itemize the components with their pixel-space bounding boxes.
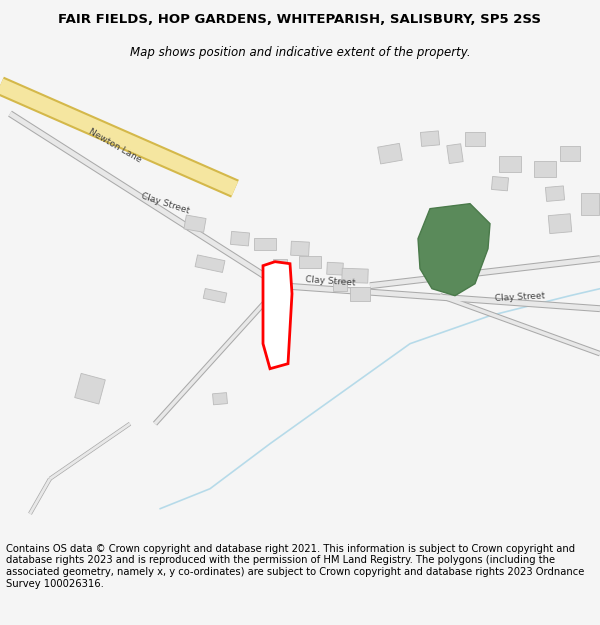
Polygon shape	[74, 373, 106, 404]
Polygon shape	[581, 192, 599, 214]
Polygon shape	[290, 241, 310, 256]
Polygon shape	[273, 259, 287, 269]
Text: Clay Street: Clay Street	[140, 192, 190, 216]
Polygon shape	[421, 131, 440, 146]
Polygon shape	[545, 186, 565, 201]
Text: Newton Lane: Newton Lane	[87, 127, 143, 164]
Polygon shape	[212, 392, 227, 405]
Polygon shape	[447, 144, 463, 164]
Polygon shape	[499, 156, 521, 172]
Polygon shape	[333, 281, 347, 291]
Polygon shape	[350, 287, 370, 301]
Polygon shape	[342, 268, 368, 283]
Polygon shape	[254, 238, 276, 249]
Polygon shape	[299, 256, 321, 268]
Text: Clay Street: Clay Street	[494, 292, 545, 304]
Polygon shape	[195, 255, 225, 272]
Polygon shape	[326, 262, 343, 275]
Polygon shape	[263, 262, 292, 369]
Polygon shape	[203, 289, 227, 303]
Polygon shape	[560, 146, 580, 161]
Text: FAIR FIELDS, HOP GARDENS, WHITEPARISH, SALISBURY, SP5 2SS: FAIR FIELDS, HOP GARDENS, WHITEPARISH, S…	[59, 13, 542, 26]
Polygon shape	[491, 176, 509, 191]
Polygon shape	[548, 214, 572, 234]
Polygon shape	[418, 204, 490, 296]
Polygon shape	[377, 143, 403, 164]
Text: Clay Street: Clay Street	[305, 276, 355, 288]
Text: Contains OS data © Crown copyright and database right 2021. This information is : Contains OS data © Crown copyright and d…	[6, 544, 584, 589]
Polygon shape	[230, 231, 250, 246]
Text: Map shows position and indicative extent of the property.: Map shows position and indicative extent…	[130, 46, 470, 59]
Polygon shape	[534, 161, 556, 177]
Polygon shape	[184, 215, 206, 232]
Polygon shape	[465, 132, 485, 146]
